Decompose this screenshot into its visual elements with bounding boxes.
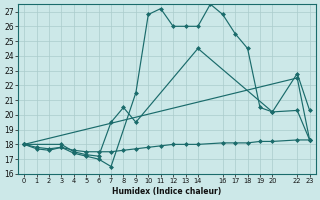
X-axis label: Humidex (Indice chaleur): Humidex (Indice chaleur) <box>112 187 221 196</box>
